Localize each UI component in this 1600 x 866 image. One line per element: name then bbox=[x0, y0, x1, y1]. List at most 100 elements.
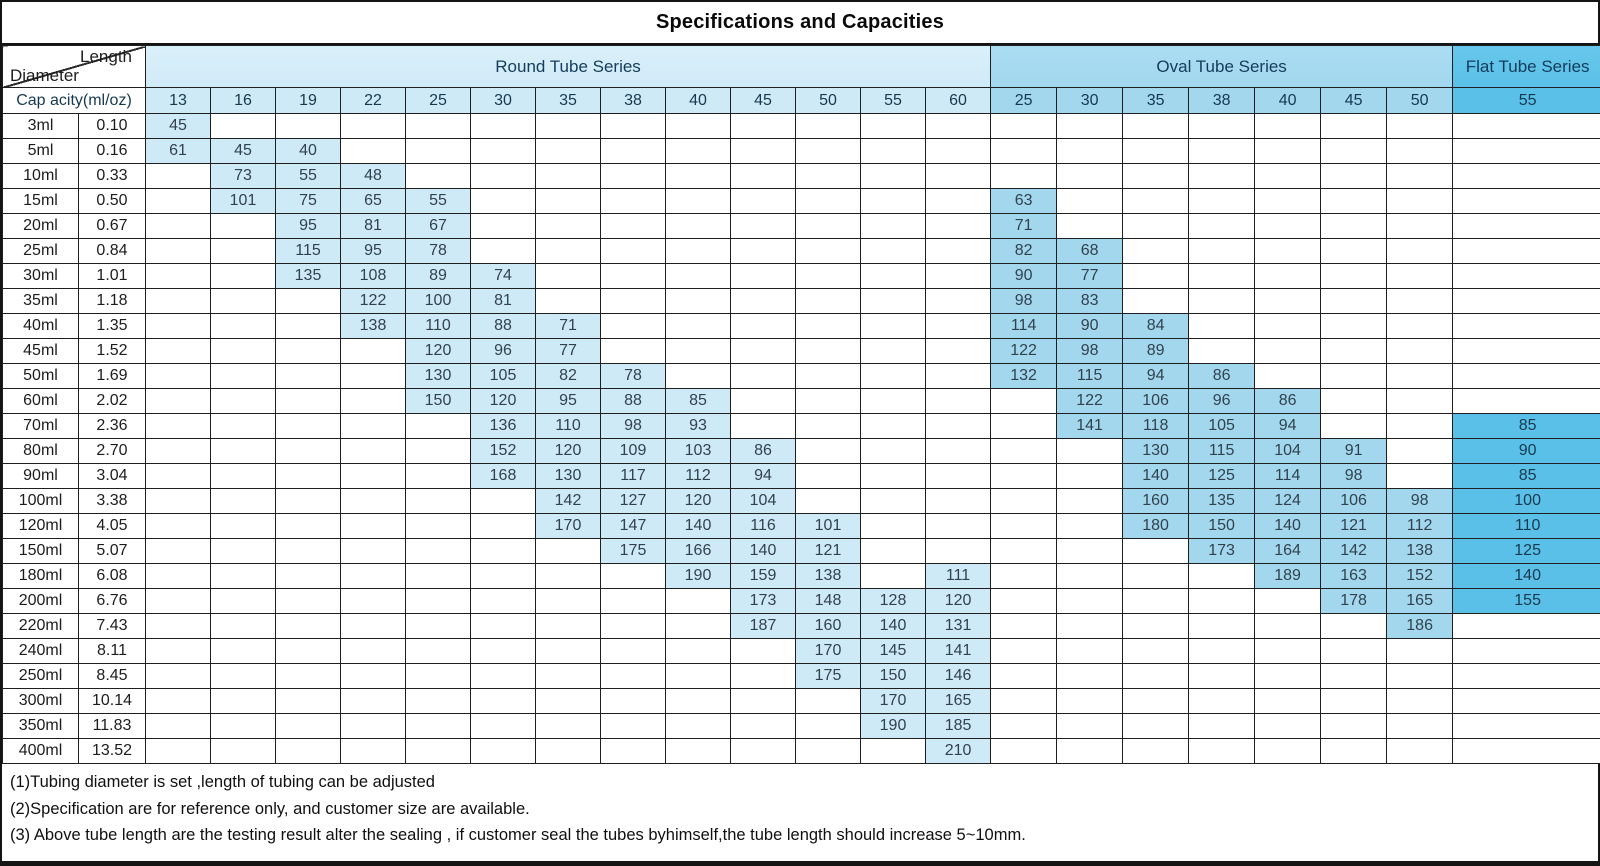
empty-cell bbox=[275, 613, 341, 639]
length-cell-40ml-round22: 138 bbox=[340, 313, 406, 339]
empty-cell bbox=[795, 138, 861, 164]
empty-cell bbox=[1188, 738, 1256, 764]
empty-cell bbox=[210, 663, 276, 689]
length-cell-120ml-round50: 101 bbox=[795, 513, 861, 539]
length-cell-180ml-oval50: 152 bbox=[1386, 563, 1454, 589]
empty-cell bbox=[1056, 163, 1124, 189]
empty-cell bbox=[470, 513, 536, 539]
empty-cell bbox=[665, 288, 731, 314]
length-cell-45ml-oval35: 89 bbox=[1122, 338, 1190, 364]
empty-cell bbox=[924, 188, 992, 214]
empty-cell bbox=[210, 588, 276, 614]
empty-cell bbox=[1056, 213, 1124, 239]
capacity-unit-label: Cap acity(ml/oz) bbox=[2, 87, 146, 114]
capacity-oz-cell: 8.45 bbox=[78, 663, 146, 689]
length-cell-120ml-oval40: 140 bbox=[1254, 513, 1322, 539]
length-cell-150ml-oval50: 138 bbox=[1386, 538, 1454, 564]
empty-cell bbox=[145, 663, 211, 689]
length-cell-60ml-oval35: 106 bbox=[1122, 388, 1190, 414]
empty-cell bbox=[1188, 138, 1256, 164]
empty-cell bbox=[990, 438, 1058, 464]
empty-cell bbox=[990, 588, 1058, 614]
length-cell-80ml-round30: 152 bbox=[470, 438, 536, 464]
capacity-oz-cell: 0.16 bbox=[78, 138, 146, 164]
length-cell-40ml-oval35: 84 bbox=[1122, 313, 1190, 339]
empty-cell bbox=[1320, 213, 1388, 239]
empty-cell bbox=[275, 388, 341, 414]
empty-cell bbox=[145, 263, 211, 289]
empty-cell bbox=[275, 538, 341, 564]
length-cell-25ml-round22: 95 bbox=[340, 238, 406, 264]
length-cell-90ml-oval40: 114 bbox=[1254, 463, 1322, 489]
empty-cell bbox=[990, 713, 1058, 739]
empty-cell bbox=[1254, 113, 1322, 139]
empty-cell bbox=[860, 463, 926, 489]
length-cell-60ml-round40: 85 bbox=[665, 388, 731, 414]
empty-cell bbox=[600, 113, 666, 139]
empty-cell bbox=[1452, 238, 1600, 264]
empty-cell bbox=[795, 488, 861, 514]
empty-cell bbox=[1386, 688, 1454, 714]
length-cell-15ml-round19: 75 bbox=[275, 188, 341, 214]
empty-cell bbox=[470, 738, 536, 764]
empty-cell bbox=[535, 288, 601, 314]
length-cell-80ml-round38: 109 bbox=[600, 438, 666, 464]
empty-cell bbox=[1188, 213, 1256, 239]
empty-cell bbox=[340, 463, 406, 489]
length-cell-80ml-oval40: 104 bbox=[1254, 438, 1322, 464]
length-cell-35ml-oval30: 83 bbox=[1056, 288, 1124, 314]
empty-cell bbox=[1188, 113, 1256, 139]
capacity-ml-cell: 300ml bbox=[2, 688, 79, 714]
empty-cell bbox=[210, 338, 276, 364]
empty-cell bbox=[924, 313, 992, 339]
length-cell-150ml-oval40: 164 bbox=[1254, 538, 1322, 564]
empty-cell bbox=[860, 213, 926, 239]
empty-cell bbox=[1254, 138, 1322, 164]
empty-cell bbox=[600, 713, 666, 739]
empty-cell bbox=[1452, 338, 1600, 364]
length-cell-60ml-oval38: 96 bbox=[1188, 388, 1256, 414]
empty-cell bbox=[924, 163, 992, 189]
empty-cell bbox=[145, 563, 211, 589]
capacity-oz-cell: 0.67 bbox=[78, 213, 146, 239]
empty-cell bbox=[795, 338, 861, 364]
length-cell-200ml-round45: 173 bbox=[730, 588, 796, 614]
empty-cell bbox=[730, 113, 796, 139]
empty-cell bbox=[924, 463, 992, 489]
empty-cell bbox=[795, 163, 861, 189]
empty-cell bbox=[924, 413, 992, 439]
empty-cell bbox=[924, 138, 992, 164]
empty-cell bbox=[210, 638, 276, 664]
empty-cell bbox=[275, 713, 341, 739]
length-cell-70ml-oval38: 105 bbox=[1188, 413, 1256, 439]
empty-cell bbox=[145, 213, 211, 239]
empty-cell bbox=[1056, 463, 1124, 489]
empty-cell bbox=[1386, 363, 1454, 389]
empty-cell bbox=[1386, 713, 1454, 739]
empty-cell bbox=[924, 288, 992, 314]
length-cell-150ml-oval45: 142 bbox=[1320, 538, 1388, 564]
length-cell-70ml-oval30: 141 bbox=[1056, 413, 1124, 439]
empty-cell bbox=[795, 713, 861, 739]
empty-cell bbox=[860, 388, 926, 414]
empty-cell bbox=[1122, 713, 1190, 739]
empty-cell bbox=[1386, 138, 1454, 164]
empty-cell bbox=[1452, 363, 1600, 389]
capacity-ml-cell: 80ml bbox=[2, 438, 79, 464]
empty-cell bbox=[795, 688, 861, 714]
capacity-ml-cell: 200ml bbox=[2, 588, 79, 614]
capacity-ml-cell: 100ml bbox=[2, 488, 79, 514]
length-cell-50ml-round38: 78 bbox=[600, 363, 666, 389]
capacity-ml-cell: 10ml bbox=[2, 163, 79, 189]
empty-cell bbox=[1386, 238, 1454, 264]
empty-cell bbox=[600, 188, 666, 214]
length-cell-300ml-round55: 170 bbox=[860, 688, 926, 714]
empty-cell bbox=[1320, 738, 1388, 764]
capacity-oz-cell: 0.84 bbox=[78, 238, 146, 264]
empty-cell bbox=[1254, 163, 1322, 189]
empty-cell bbox=[1320, 638, 1388, 664]
empty-cell bbox=[730, 663, 796, 689]
length-cell-80ml-round40: 103 bbox=[665, 438, 731, 464]
capacity-ml-cell: 250ml bbox=[2, 663, 79, 689]
length-cell-120ml-oval45: 121 bbox=[1320, 513, 1388, 539]
